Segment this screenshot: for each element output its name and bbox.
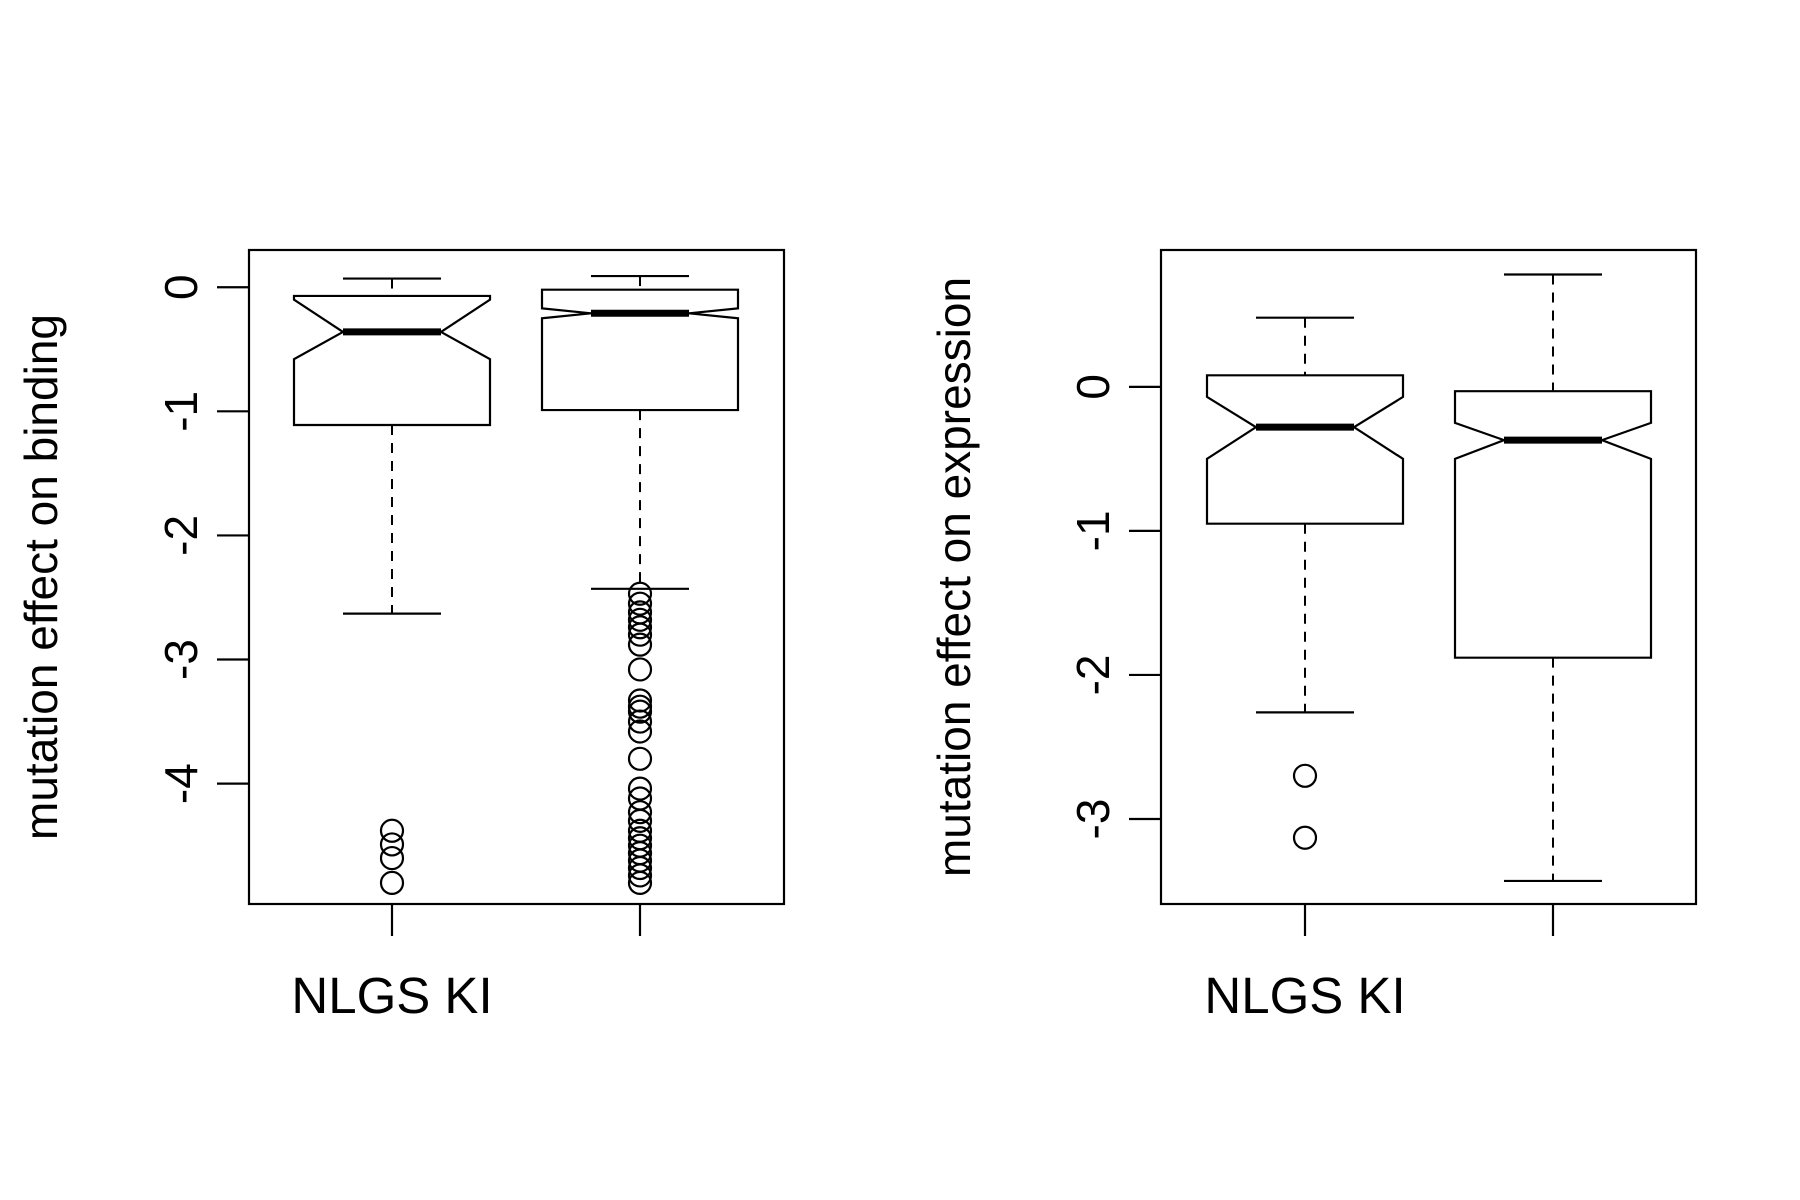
outlier-point bbox=[627, 591, 653, 616]
outlier-point bbox=[627, 719, 653, 744]
binding-y-tick-label: -4 bbox=[155, 763, 207, 804]
binding-box-1 bbox=[292, 277, 492, 896]
outlier-point bbox=[627, 709, 653, 734]
outlier-point bbox=[627, 746, 653, 771]
binding-y-tick-label: 0 bbox=[155, 274, 207, 300]
expression-box-2 bbox=[1453, 273, 1653, 883]
notched-box bbox=[540, 288, 740, 412]
expression-y-axis-title: mutation effect on expression bbox=[928, 277, 980, 877]
outlier-point bbox=[379, 870, 405, 896]
expression-plot-frame bbox=[1159, 248, 1698, 906]
binding-plot-frame bbox=[247, 248, 786, 906]
outlier-point bbox=[1292, 825, 1318, 850]
binding-panel: 0 -1 -2 -3 -4 NLGS KI mutation effect on bin… bbox=[15, 248, 786, 1024]
outlier-point bbox=[379, 845, 405, 871]
binding-box-2 bbox=[540, 274, 740, 896]
outlier-point bbox=[627, 657, 653, 682]
expression-box-1 bbox=[1205, 316, 1405, 850]
expression-panel: 0 -1 -2 -3 NLGS KI mutation effect on expre… bbox=[928, 248, 1698, 1024]
outlier-point bbox=[627, 615, 653, 640]
binding-boxes bbox=[292, 274, 740, 896]
notched-box bbox=[292, 294, 492, 427]
expression-boxes bbox=[1205, 273, 1653, 883]
binding-x-axis: NLGS KI bbox=[291, 904, 642, 1024]
expression-y-tick-label: -3 bbox=[1067, 799, 1119, 840]
binding-y-tick-label: -2 bbox=[155, 515, 207, 556]
outlier-point bbox=[627, 699, 653, 724]
expression-y-tick-label: -2 bbox=[1067, 655, 1119, 696]
outlier-point bbox=[1292, 763, 1318, 788]
outlier-point bbox=[627, 863, 653, 888]
outlier-point bbox=[379, 832, 405, 857]
notched-box bbox=[1453, 390, 1653, 659]
outlier-point bbox=[627, 870, 653, 896]
outlier-point bbox=[627, 855, 653, 881]
outlier-point bbox=[627, 581, 653, 606]
outlier-point bbox=[627, 632, 653, 657]
binding-y-tick-label: -1 bbox=[155, 391, 207, 432]
outlier-point bbox=[379, 818, 405, 843]
binding-y-axis-title: mutation effect on binding bbox=[15, 314, 67, 840]
expression-x-tick-label-1: NLGS KI bbox=[1204, 967, 1405, 1024]
expression-x-axis: NLGS KI bbox=[1204, 904, 1555, 1024]
binding-x-tick-label-1: NLGS KI bbox=[291, 967, 492, 1024]
binding-y-tick-label: -3 bbox=[155, 639, 207, 680]
outlier-point bbox=[627, 776, 653, 801]
outlier-point bbox=[627, 800, 653, 825]
expression-y-tick-label: -1 bbox=[1067, 510, 1119, 551]
outlier-point bbox=[627, 607, 653, 632]
outlier-point bbox=[627, 808, 653, 833]
expression-y-axis: 0 -1 -2 -3 bbox=[1067, 374, 1161, 839]
notched-box bbox=[1205, 374, 1405, 525]
expression-y-tick-label: 0 bbox=[1067, 374, 1119, 400]
outlier-point bbox=[627, 622, 653, 647]
binding-y-axis: 0 -1 -2 -3 -4 bbox=[155, 274, 249, 804]
